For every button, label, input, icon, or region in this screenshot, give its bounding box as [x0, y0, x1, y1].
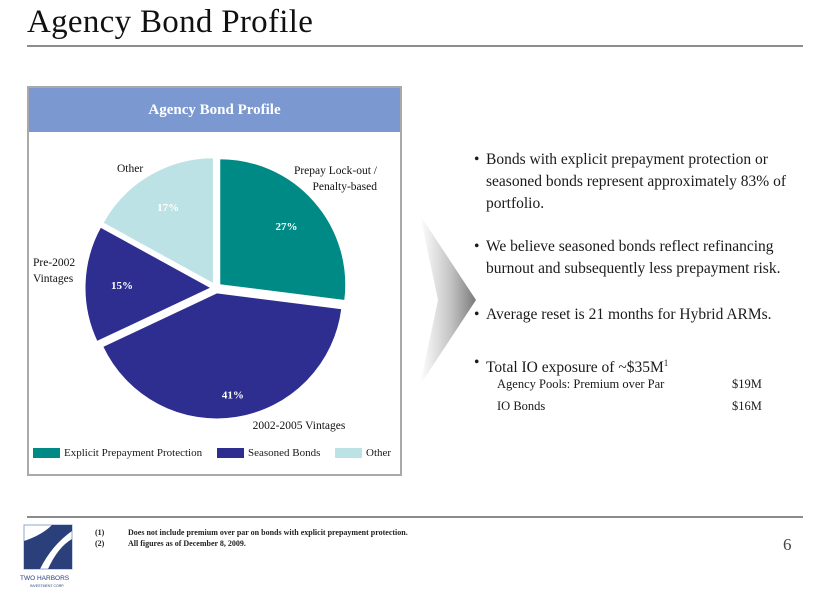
pie-category-label: 2002-2005 Vintages	[253, 420, 346, 432]
pie-value-label: 17%	[157, 202, 179, 214]
legend-swatch	[335, 448, 362, 458]
bullet-icon: •	[474, 151, 480, 168]
bullet-text: Total IO exposure of ~$35M1	[486, 358, 669, 377]
legend-label: Other	[366, 447, 392, 459]
bullet-text: Bonds with explicit prepayment protectio…	[486, 151, 787, 212]
legend-swatch	[33, 448, 60, 458]
legend-item: Other	[335, 447, 391, 459]
pie-slice-other	[102, 157, 214, 285]
pie-chart-panel: Agency Bond Profile 27% 41% 15% 17% Prepay L…	[27, 86, 402, 476]
bullet-text: Average reset is 21 months for Hybrid AR…	[486, 306, 772, 323]
legend-item: Explicit Prepayment Protection	[33, 447, 202, 459]
io-row-label: Agency Pools: Premium over Par	[497, 377, 665, 391]
pie-slice-2002-2005-vintages	[102, 292, 343, 420]
pie-slice-pre-2002-vintages	[84, 226, 213, 343]
logo-tagline: INVESTMENT CORP.	[30, 584, 64, 588]
chart-title: Agency Bond Profile	[29, 88, 400, 132]
chart-legend: Explicit Prepayment Protection Seasoned B…	[33, 447, 398, 465]
pie-category-label: Other	[117, 163, 143, 175]
footer-divider	[27, 516, 803, 518]
footnote-text: All figures as of December 8, 2009.	[128, 539, 246, 548]
pie-value-label: 27%	[276, 221, 298, 233]
footnote-marker: 1	[663, 358, 669, 368]
pie-category-label: Pre-2002 Vintages	[33, 257, 75, 285]
bullet-icon: •	[474, 354, 480, 371]
pie-chart: 27% 41% 15% 17% Prepay Lock-out / Penalty-bas…	[33, 157, 378, 432]
legend-swatch	[217, 448, 244, 458]
footnote-number: (1)	[95, 528, 105, 537]
io-row-value: $16M	[732, 399, 762, 413]
io-row-label: IO Bonds	[497, 399, 546, 413]
pie-value-label: 41%	[222, 390, 244, 402]
legend-item: Seasoned Bonds	[217, 447, 320, 459]
bullet-icon: •	[474, 306, 480, 323]
footnote-text: Does not include premium over par on bon…	[128, 528, 408, 537]
page-title: Agency Bond Profile	[27, 4, 314, 40]
pie-category-label: Prepay Lock-out / Penalty-based	[294, 165, 378, 193]
bullet-icon: •	[474, 238, 480, 255]
arrow-right-icon	[420, 215, 476, 385]
io-row-value: $19M	[732, 377, 762, 391]
logo-wordmark: TWO HARBORS	[20, 575, 70, 582]
two-harbors-logo: TWO HARBORS INVESTMENT CORP.	[20, 524, 73, 588]
footnote-number: (2)	[95, 539, 105, 548]
legend-label: Seasoned Bonds	[248, 447, 321, 459]
table-row: IO Bonds $16M	[497, 395, 797, 417]
legend-label: Explicit Prepayment Protection	[64, 447, 203, 459]
pie-slice-prepay-lock-out-penalty-based	[219, 158, 347, 302]
title-divider	[27, 45, 803, 47]
bullet-text: We believe seasoned bonds reflect refina…	[486, 238, 781, 277]
pie-value-label: 15%	[111, 280, 133, 292]
io-exposure-table: Agency Pools: Premium over Par $19M IO B…	[497, 373, 797, 417]
table-row: Agency Pools: Premium over Par $19M	[497, 373, 797, 395]
page-number: 6	[783, 535, 792, 554]
